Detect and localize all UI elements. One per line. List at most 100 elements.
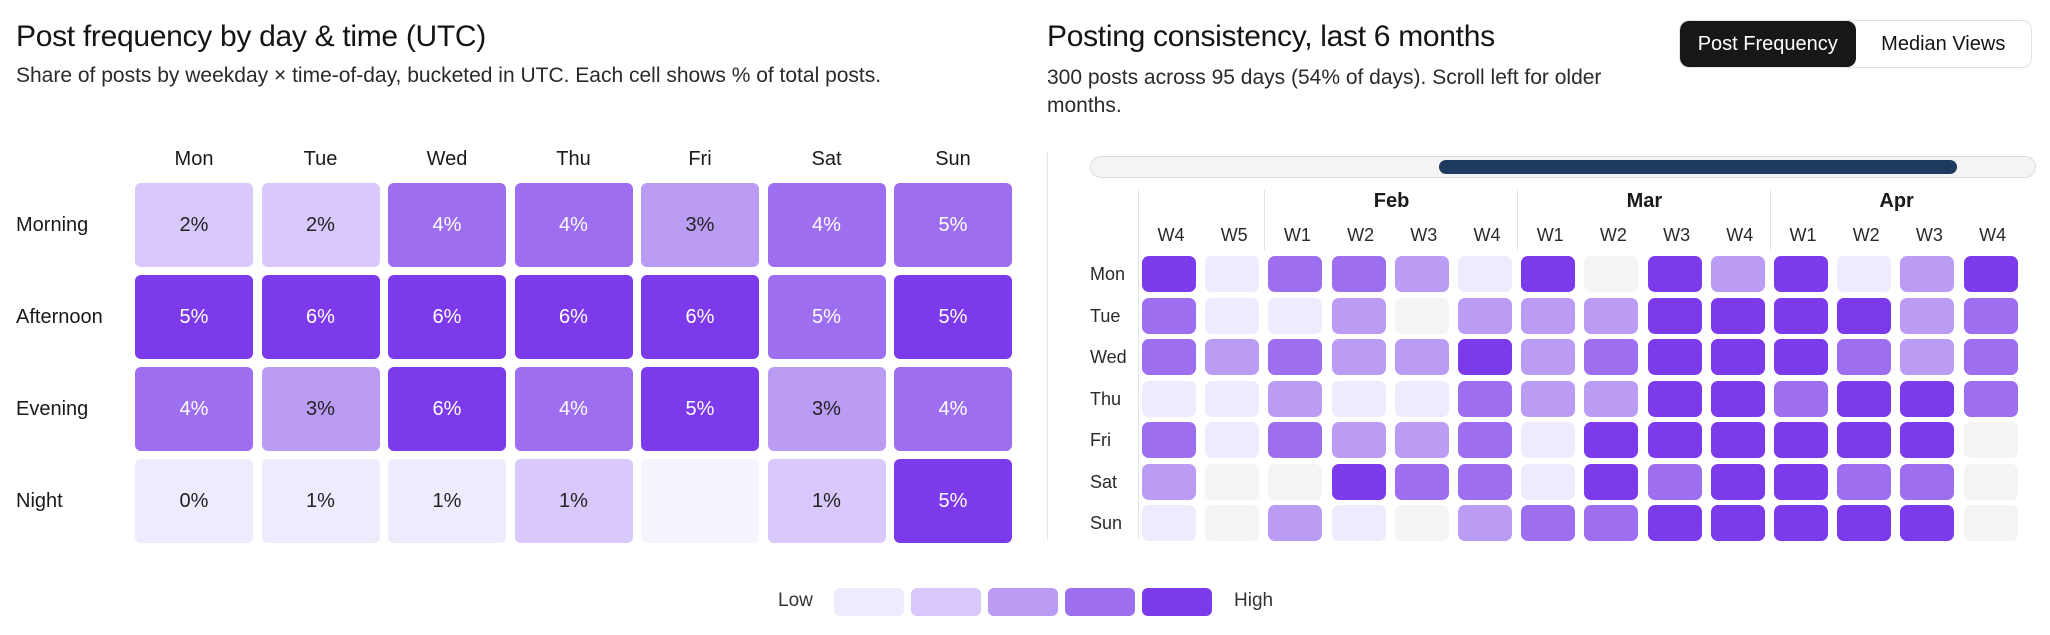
time-of-day-label: Morning: [16, 214, 89, 236]
legend-swatch: [1065, 588, 1135, 616]
heatmap-cell: 3%: [261, 367, 380, 451]
calendar-day-cell: [1963, 339, 2018, 375]
calendar-scrollbar-thumb[interactable]: [1439, 160, 1957, 174]
month-label: Mar: [1626, 190, 1663, 212]
day-time-heatmap: 2% 2% 4% 4% 3% 4% 5% 5% 6% 6% 6% 6% 5% 5% 4% 3% 6% 4% 5% 3%…: [135, 183, 1012, 543]
legend-swatch: [1142, 588, 1212, 616]
month-separator: [1770, 190, 1771, 250]
calendar-day-cell: [1963, 256, 2018, 292]
calendar-day-cell: [1837, 256, 1892, 292]
calendar-day-cell: [1584, 256, 1639, 292]
calendar-day-cell: [1205, 339, 1260, 375]
calendar-day-cell: [1710, 380, 1765, 417]
weekday-column-label: Thu: [556, 148, 591, 170]
heatmap-cell: 1%: [767, 459, 886, 543]
calendar-day-cell: [1521, 339, 1576, 375]
heatmap-cell: 4%: [514, 183, 633, 267]
calendar-day-cell: [1268, 339, 1323, 375]
calendar-day-cell: [1331, 505, 1386, 541]
calendar-day-cell: [1521, 297, 1576, 334]
heatmap-cell: 4%: [388, 183, 506, 267]
calendar-day-cell: [1394, 505, 1449, 541]
calendar-day-cell: [1268, 505, 1323, 541]
calendar-day-cell: [1268, 463, 1323, 500]
calendar-day-cell: [1142, 505, 1196, 541]
calendar-day-cell: [1963, 297, 2018, 334]
time-of-day-label: Evening: [16, 398, 89, 420]
week-label: W3: [1410, 225, 1438, 245]
heatmap-cell: 5%: [894, 459, 1012, 543]
time-of-day-label: Afternoon: [16, 306, 103, 328]
post-frequency-toggle-button[interactable]: Post Frequency: [1680, 21, 1856, 67]
calendar-day-cell: [1647, 463, 1702, 500]
calendar-day-cell: [1710, 422, 1765, 458]
calendar-day-cell: [1458, 256, 1512, 292]
calendar-day-label: Mon: [1090, 264, 1126, 284]
calendar-day-cell: [1394, 339, 1449, 375]
calendar-day-cell: [1900, 422, 1955, 458]
heatmap-cell: 5%: [894, 183, 1012, 267]
calendar-day-cell: [1268, 380, 1323, 417]
heatmap-cell: 4%: [135, 367, 253, 451]
calendar-day-cell: [1900, 505, 1955, 541]
week-label: W1: [1789, 225, 1817, 245]
calendar-day-cell: [1521, 380, 1576, 417]
month-label: Feb: [1373, 190, 1410, 212]
calendar-day-cell: [1394, 297, 1449, 334]
calendar-day-label: Wed: [1090, 347, 1127, 367]
heatmap-cell: 4%: [514, 367, 633, 451]
week-label: W3: [1663, 225, 1691, 245]
calendar-day-cell: [1331, 463, 1386, 500]
calendar-day-cell: [1837, 380, 1892, 417]
calendar-day-cell: [1774, 422, 1828, 458]
calendar-day-label: Sun: [1090, 513, 1123, 533]
median-views-toggle-button[interactable]: Median Views: [1881, 32, 2006, 55]
legend-swatch: [834, 588, 904, 616]
calendar-day-cell: [1647, 422, 1702, 458]
week-label: W5: [1220, 225, 1248, 245]
calendar-day-cell: [1774, 256, 1828, 292]
calendar-day-cell: [1584, 422, 1639, 458]
week-label: W4: [1157, 225, 1185, 245]
calendar-day-label: Fri: [1090, 430, 1111, 450]
calendar-day-cell: [1900, 380, 1955, 417]
calendar-day-cell: [1205, 505, 1260, 541]
calendar-day-cell: [1331, 339, 1386, 375]
calendar-day-cell: [1268, 256, 1323, 292]
calendar-day-cell: [1268, 297, 1323, 334]
heatmap-cell: 6%: [514, 275, 633, 359]
calendar-day-cell: [1142, 297, 1196, 334]
calendar-day-cell: [1458, 463, 1512, 500]
calendar-day-label: Tue: [1090, 305, 1121, 326]
calendar-day-labels: Mon Tue Wed Thu Fri Sat Sun: [1090, 256, 1140, 546]
calendar-day-label: Sat: [1090, 471, 1118, 492]
calendar-day-cell: [1521, 256, 1576, 292]
weekday-column-label: Mon: [174, 148, 214, 170]
calendar-day-cell: [1331, 380, 1386, 417]
heatmap-cell: 5%: [641, 367, 759, 451]
calendar-day-cell: [1331, 297, 1386, 334]
calendar-day-cell: [1584, 339, 1639, 375]
weekday-column-label: Tue: [303, 148, 338, 170]
heatmap-cell: 2%: [261, 183, 380, 267]
color-legend: Low High: [778, 588, 1278, 618]
calendar-day-cell: [1142, 339, 1196, 375]
calendar-day-cell: [1458, 297, 1512, 334]
calendar-day-cell: [1205, 422, 1260, 458]
calendar-day-cell: [1331, 256, 1386, 292]
calendar-day-cell: [1710, 297, 1765, 334]
weekday-column-label: Sat: [811, 148, 842, 170]
calendar-day-cell: [1584, 505, 1639, 541]
calendar-day-cell: [1837, 339, 1892, 375]
heatmap-cell: 3%: [641, 183, 759, 267]
weekday-header-row: Mon Tue Wed Thu Fri Sat Sun: [135, 148, 1010, 178]
calendar-day-cell: [1394, 422, 1449, 458]
calendar-day-cell: [1647, 339, 1702, 375]
heatmap-cell: 6%: [388, 367, 506, 451]
calendar-day-cell: [1458, 505, 1512, 541]
calendar-scrollbar[interactable]: [1090, 156, 2036, 178]
heatmap-cell: 1%: [514, 459, 633, 543]
week-label: W2: [1852, 225, 1880, 245]
legend-swatch: [988, 588, 1058, 616]
calendar-day-cell: [1584, 380, 1639, 417]
